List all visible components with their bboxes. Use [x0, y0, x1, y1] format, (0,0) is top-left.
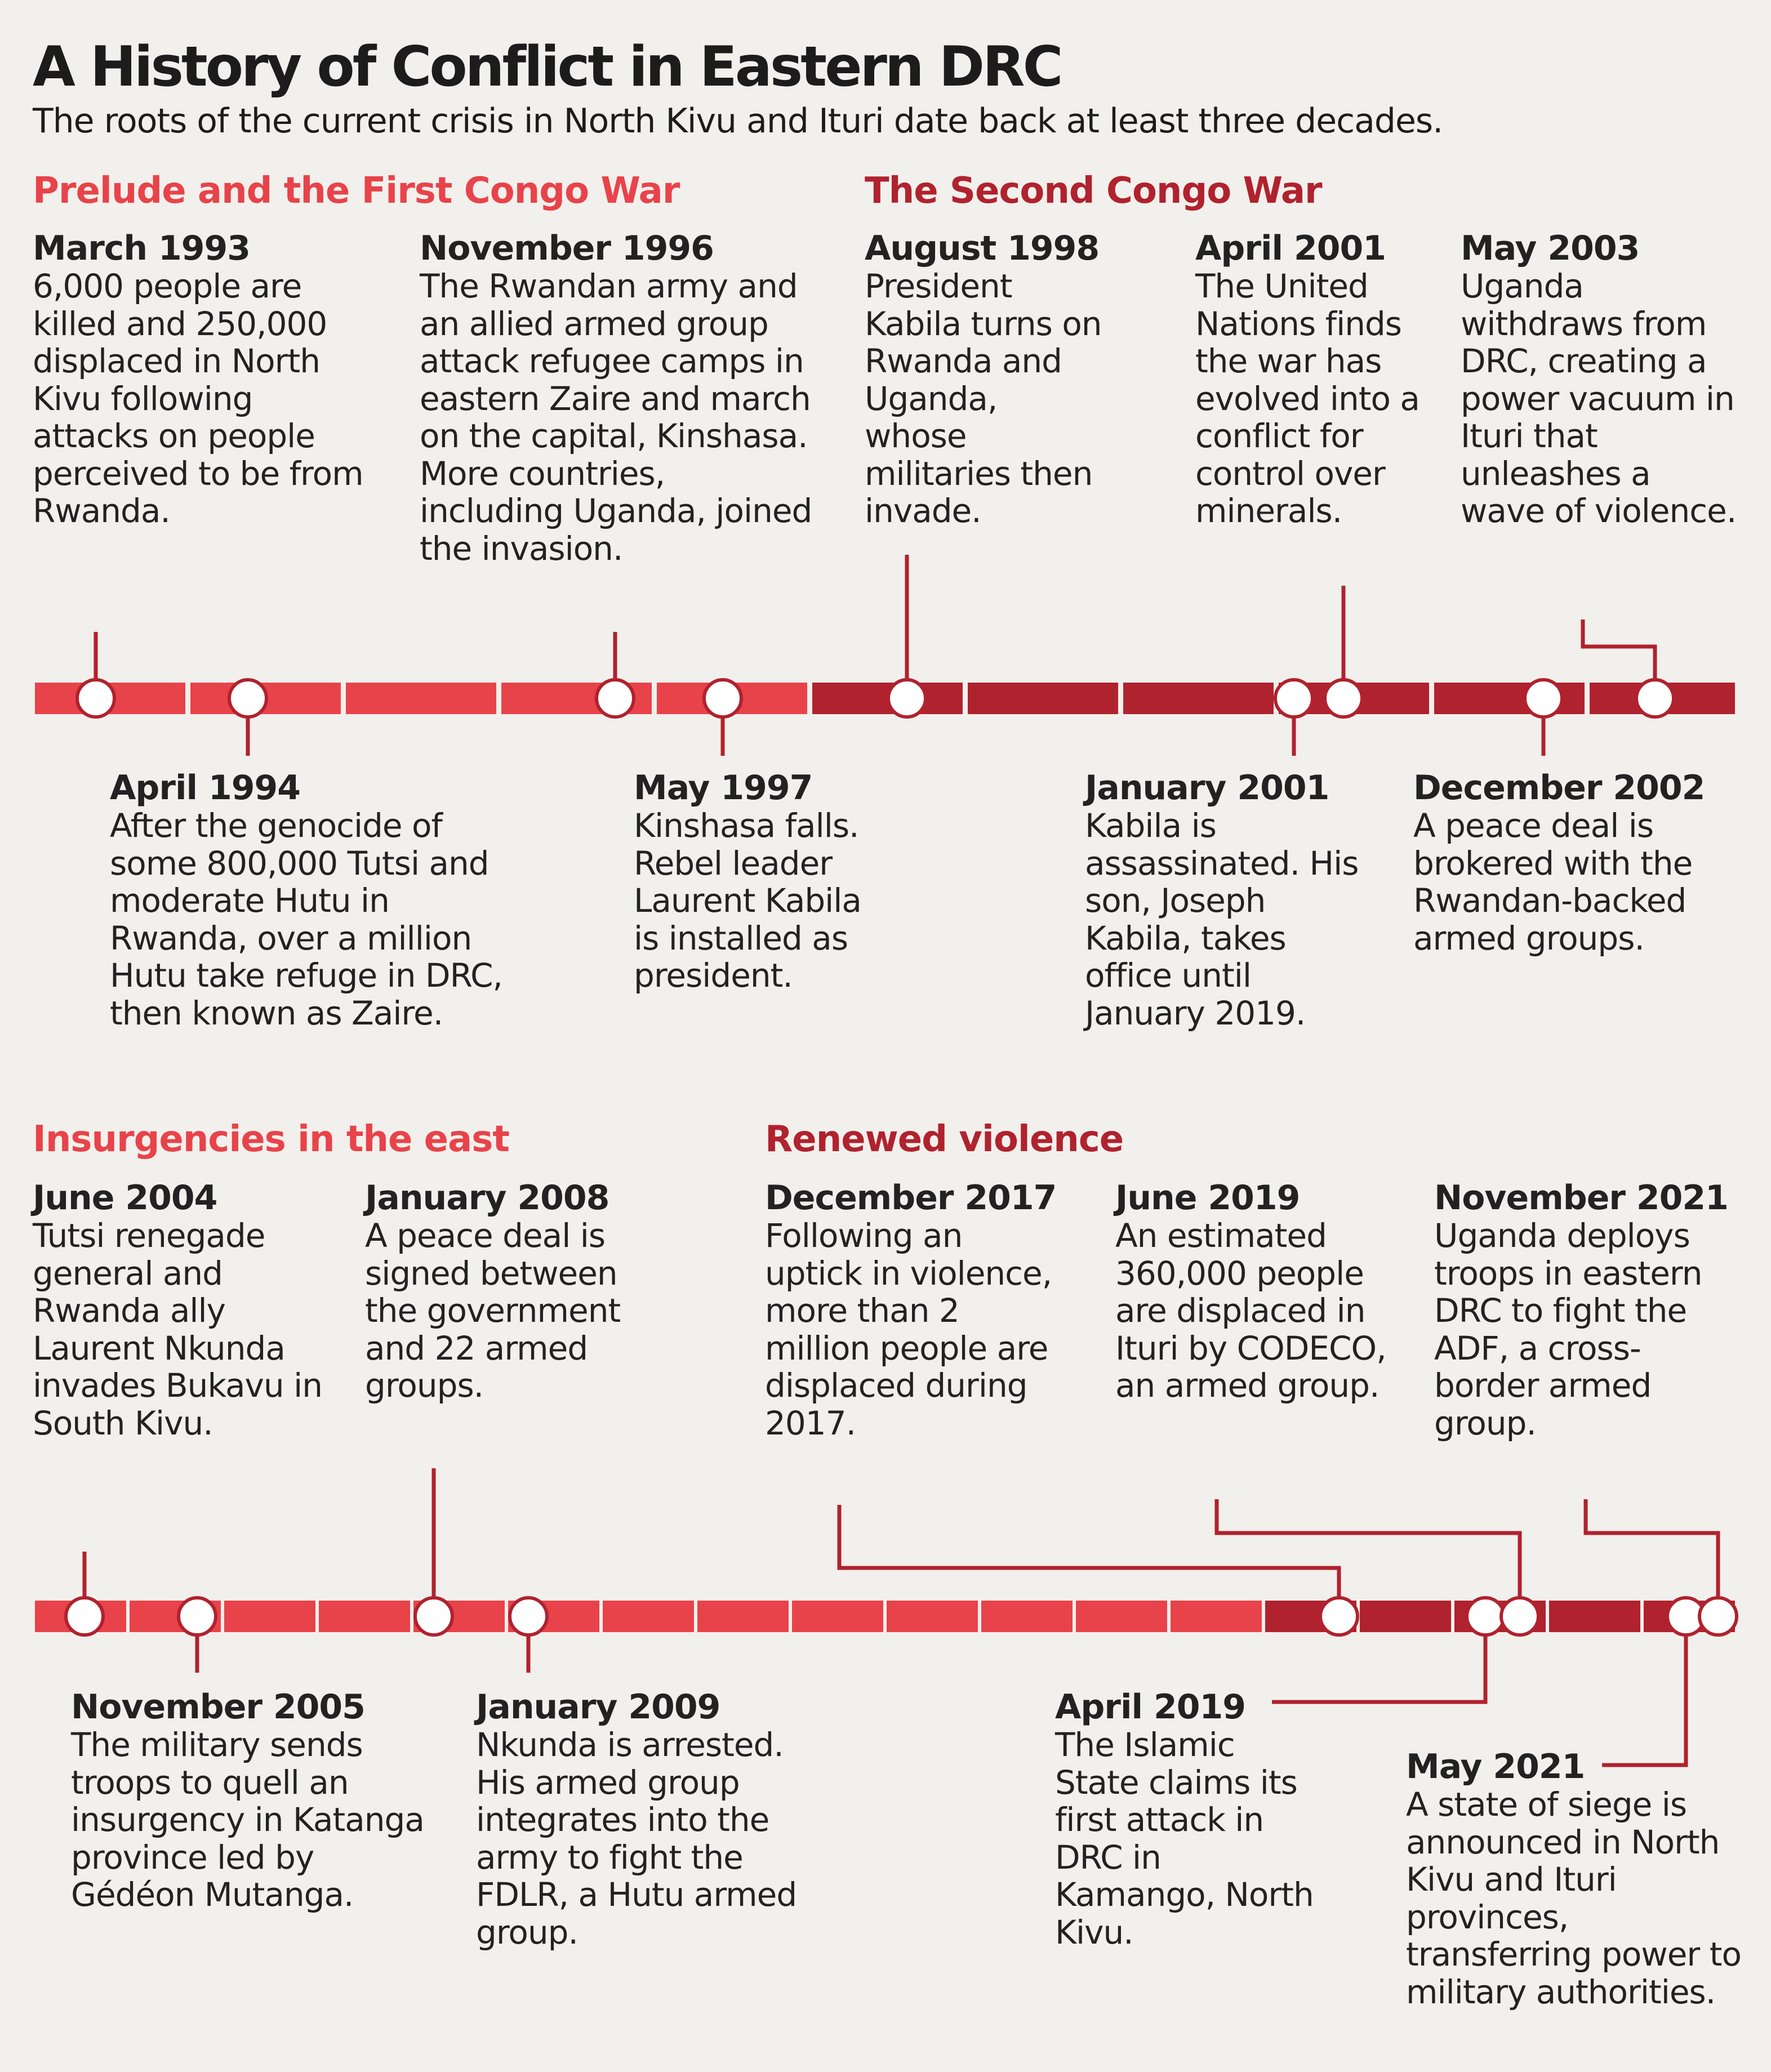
event-april-1994: April 1994 After the genocide of some 80… — [110, 769, 515, 1032]
event-description: Uganda deploys troops in eastern DRC to … — [1434, 1217, 1703, 1442]
connector-nov2021 — [1583, 1499, 1720, 1616]
event-description: An estimated 360,000 people are displace… — [1115, 1217, 1387, 1405]
event-description: The Rwandan army and an allied armed gro… — [420, 267, 812, 568]
event-description: 6,000 people are killed and 250,000 disp… — [33, 267, 364, 530]
event-date: November 1996 — [420, 229, 714, 268]
event-date: January 2008 — [365, 1178, 609, 1218]
event-january-2008: January 2008 A peace deal is signed betw… — [365, 1179, 647, 1405]
event-date: April 2001 — [1195, 229, 1386, 268]
marker-dec2002 — [1523, 678, 1564, 719]
event-description: Nkunda is arrested. His armed group inte… — [476, 1726, 797, 1951]
marker-apr2019 — [1465, 1596, 1506, 1637]
marker-jan2001 — [1274, 678, 1314, 719]
event-may-1997: May 1997 Kinshasa falls. Rebel leader La… — [634, 769, 870, 995]
era-heading-insurgencies: Insurgencies in the east — [33, 1119, 510, 1160]
era-heading-renewed-violence: Renewed violence — [765, 1119, 1124, 1160]
timeline-bar-row1 — [35, 683, 1735, 714]
marker-jun2019 — [1499, 1596, 1540, 1637]
event-date: June 2019 — [1115, 1178, 1300, 1218]
event-date: March 1993 — [33, 229, 251, 268]
event-description: Following an uptick in violence, more th… — [765, 1217, 1052, 1442]
event-description: Kinshasa falls. Rebel leader Laurent Kab… — [634, 806, 862, 995]
event-december-2002: December 2002 A peace deal is brokered w… — [1413, 769, 1729, 957]
marker-jun2004 — [64, 1596, 105, 1637]
event-date: May 2021 — [1406, 1747, 1585, 1786]
event-august-1998: August 1998 President Kabila turns on Rw… — [865, 230, 1107, 530]
event-may-2003: May 2003 Uganda withdraws from DRC, crea… — [1461, 230, 1742, 530]
event-date: April 1994 — [110, 768, 301, 808]
event-date: December 2017 — [765, 1178, 1057, 1218]
connector-may2003 — [1581, 620, 1657, 698]
event-date: April 2019 — [1055, 1687, 1246, 1727]
event-date: June 2004 — [33, 1178, 217, 1218]
event-description: A peace deal is brokered with the Rwanda… — [1413, 806, 1693, 957]
connector-dec2017 — [837, 1505, 1341, 1616]
event-date: January 2001 — [1085, 768, 1329, 808]
event-december-2017: December 2017 Following an uptick in vio… — [765, 1179, 1058, 1442]
event-april-2001: April 2001 The United Nations finds the … — [1195, 230, 1432, 530]
marker-aug1998 — [887, 678, 927, 719]
event-description: After the genocide of some 800,000 Tutsi… — [110, 806, 503, 1032]
event-january-2009: January 2009 Nkunda is arrested. His arm… — [476, 1688, 803, 1951]
connector-may2021 — [1602, 1616, 1688, 1767]
era-heading-second-congo-war: The Second Congo War — [865, 170, 1323, 212]
marker-dec2017 — [1319, 1596, 1359, 1637]
marker-apr2001 — [1323, 678, 1364, 719]
marker-jan2009 — [508, 1596, 549, 1637]
event-april-2019: April 2019 The Islamic State claims its … — [1055, 1688, 1325, 1951]
event-date: May 2003 — [1461, 229, 1640, 268]
marker-nov2021 — [1698, 1596, 1738, 1637]
marker-nov1996 — [595, 678, 635, 719]
event-description: A state of siege is announced in North K… — [1406, 1785, 1742, 2011]
event-date: January 2009 — [476, 1687, 720, 1727]
marker-nov2005 — [177, 1596, 217, 1637]
event-november-1996: November 1996 The Rwandan army and an al… — [420, 230, 814, 567]
event-june-2019: June 2019 An estimated 360,000 people ar… — [1115, 1179, 1408, 1405]
event-november-2021: November 2021 Uganda deploys troops in e… — [1434, 1179, 1738, 1442]
event-description: The United Nations finds the war has evo… — [1195, 267, 1420, 530]
event-date: December 2002 — [1413, 768, 1705, 808]
marker-mar1993 — [75, 678, 116, 719]
event-date: May 1997 — [634, 768, 813, 808]
event-november-2005: November 2005 The military sends troops … — [71, 1688, 431, 1914]
event-march-1993: March 1993 6,000 people are killed and 2… — [33, 230, 371, 530]
event-date: August 1998 — [865, 229, 1100, 268]
event-june-2004: June 2004 Tutsi renegade general and Rwa… — [33, 1179, 326, 1442]
era-heading-first-congo-war: Prelude and the First Congo War — [33, 170, 680, 212]
event-description: A peace deal is signed between the gover… — [365, 1217, 621, 1405]
marker-jan2008 — [413, 1596, 454, 1637]
page-subtitle: The roots of the current crisis in North… — [33, 101, 1443, 141]
marker-may2003 — [1635, 678, 1675, 719]
event-may-2021: May 2021 A state of siege is announced i… — [1406, 1748, 1744, 2011]
marker-may1997 — [702, 678, 743, 719]
event-description: President Kabila turns on Rwanda and Uga… — [865, 267, 1102, 530]
event-date: November 2021 — [1434, 1178, 1729, 1218]
connector-apr2019 — [1272, 1616, 1488, 1704]
event-description: The Islamic State claims its first attac… — [1055, 1726, 1314, 1951]
event-description: Tutsi renegade general and Rwanda ally L… — [33, 1217, 323, 1442]
event-january-2001: January 2001 Kabila is assassinated. His… — [1085, 769, 1378, 1032]
event-description: Kabila is assassinated. His son, Joseph … — [1085, 806, 1359, 1032]
event-date: November 2005 — [71, 1687, 366, 1727]
event-description: The military sends troops to quell an in… — [71, 1726, 425, 1914]
page-title: A History of Conflict in Eastern DRC — [33, 35, 1064, 99]
marker-apr1994 — [228, 678, 268, 719]
connector-jun2019 — [1214, 1499, 1522, 1616]
event-description: Uganda withdraws from DRC, creating a po… — [1461, 267, 1737, 530]
